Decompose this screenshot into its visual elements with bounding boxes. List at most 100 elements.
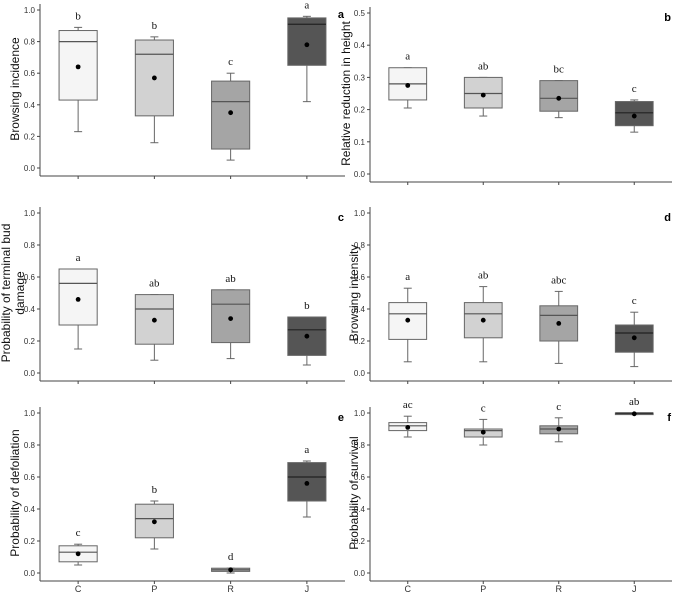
box-J: a [287, 0, 327, 103]
y-tick-label: 0.8 [24, 38, 36, 47]
significance-letter: ac [403, 399, 413, 411]
panel-d: 0.0 0.2 0.4 0.6 0.8 1.0 a ab abc c d Browsing inten… [347, 207, 672, 384]
mean-point [75, 551, 81, 557]
y-axis-title: Relative reduction in height [339, 20, 353, 165]
box-P: ab [463, 60, 503, 117]
box-R: abc [539, 274, 579, 364]
significance-letter: c [228, 56, 233, 68]
y-tick-label: 0.0 [354, 170, 366, 179]
box-C: c [58, 527, 98, 566]
mean-point [631, 335, 637, 341]
significance-letter: a [405, 271, 410, 283]
x-tick-label: C [405, 584, 412, 592]
y-tick-label: 1.0 [24, 6, 36, 15]
significance-letter: c [481, 402, 486, 414]
y-tick-label: 0.0 [24, 569, 36, 578]
y-tick-label: 0.0 [354, 369, 366, 378]
y-tick-label: 0.4 [354, 41, 366, 50]
box-iqr [539, 80, 579, 112]
y-tick-label: 0.8 [354, 241, 366, 250]
box-R: ab [211, 273, 251, 360]
y-tick-label: 0.2 [354, 106, 366, 115]
x-tick-label: P [151, 584, 157, 592]
significance-letter: a [76, 252, 81, 264]
box-C: a [58, 252, 98, 350]
panel-f: 0.0 0.2 0.4 0.6 0.8 1.0 C P R Jac c c ab f Probability… [347, 396, 672, 592]
box-iqr [463, 76, 503, 109]
mean-point [405, 425, 411, 430]
box-C: b [58, 10, 98, 133]
panel-label: f [667, 412, 671, 424]
mean-point [75, 64, 81, 70]
y-tick-label: 0.0 [354, 569, 366, 578]
y-tick-label: 0.4 [24, 305, 36, 314]
mean-point [556, 321, 562, 326]
x-tick-label: R [556, 584, 563, 592]
mean-point [556, 426, 562, 432]
y-tick-label: 0.8 [24, 241, 36, 250]
x-tick-label: R [227, 584, 234, 592]
y-axis-title: Probability of terminal bud [0, 224, 13, 363]
mean-point [304, 481, 310, 486]
box-iqr [211, 289, 251, 344]
box-J: ab [614, 396, 654, 417]
significance-letter: c [632, 83, 637, 95]
y-tick-label: 0.2 [354, 537, 366, 546]
mean-point [151, 75, 157, 81]
mean-point [304, 333, 310, 339]
significance-letter: c [632, 295, 637, 307]
mean-point [480, 92, 486, 98]
significance-letter: ab [478, 60, 489, 72]
significance-letter: ab [629, 396, 640, 408]
box-R: d [211, 551, 251, 574]
y-axis-title: Probability of survival [347, 436, 361, 549]
box-iqr [287, 17, 327, 66]
significance-letter: b [304, 300, 310, 312]
box-R: c [539, 401, 579, 443]
significance-letter: bc [554, 64, 565, 76]
mean-point [228, 567, 234, 573]
box-P: b [134, 484, 174, 550]
y-axis-title: damage [13, 271, 27, 315]
y-tick-label: 0.0 [24, 369, 36, 378]
y-tick-label: 0.6 [24, 473, 36, 482]
panel-label: c [338, 212, 344, 224]
mean-point [151, 317, 157, 323]
mean-point [304, 42, 310, 48]
y-tick-label: 0.0 [24, 164, 36, 173]
y-axis-title: Browsing intensity [347, 245, 361, 342]
box-J: c [614, 295, 654, 368]
mean-point [556, 95, 562, 101]
y-tick-label: 0.1 [354, 138, 366, 147]
panel-e: 0.0 0.2 0.4 0.6 0.8 1.0 C P R Jc b d a e Probability o… [8, 407, 345, 592]
box-J: b [287, 300, 327, 366]
mean-point [631, 411, 637, 417]
panel-label: b [664, 12, 671, 24]
y-tick-label: 1.0 [24, 409, 36, 418]
significance-letter: d [228, 551, 234, 563]
box-C: a [388, 51, 428, 109]
y-axis-title: Browsing incidence [8, 37, 22, 141]
box-C: ac [388, 399, 428, 438]
y-axis-title: Probability of defoliation [8, 429, 22, 556]
mean-point [480, 429, 486, 435]
y-tick-label: 0.2 [354, 337, 366, 346]
x-tick-label: C [75, 584, 82, 592]
y-tick-label: 0.6 [354, 473, 366, 482]
significance-letter: b [152, 20, 158, 32]
mean-point [405, 83, 411, 88]
y-tick-label: 1.0 [354, 209, 366, 218]
x-tick-label: J [632, 584, 637, 592]
box-P: ab [134, 278, 174, 361]
panel-label: d [664, 212, 671, 224]
mean-point [631, 113, 637, 119]
significance-letter: b [75, 10, 81, 22]
panel-label: e [338, 412, 344, 424]
panel-a: 0.0 0.2 0.4 0.6 0.8 1.0 b b c a a Browsing incidenc… [8, 0, 345, 179]
box-C: a [388, 271, 428, 363]
box-R: bc [539, 64, 579, 119]
significance-letter: c [76, 527, 81, 539]
significance-letter: c [556, 401, 561, 413]
y-tick-label: 0.4 [354, 505, 366, 514]
mean-point [405, 317, 411, 323]
